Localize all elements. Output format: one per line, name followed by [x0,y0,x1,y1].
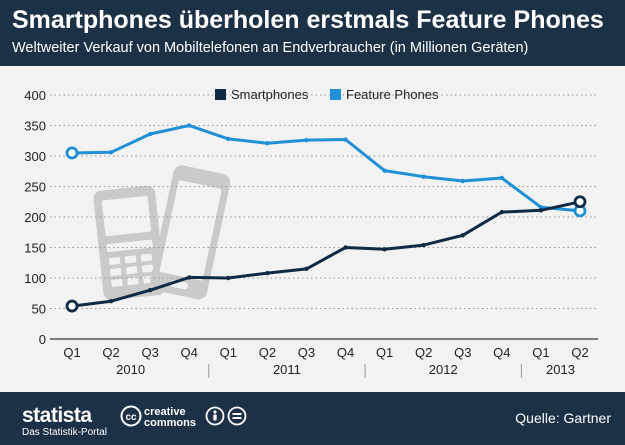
x-tick-label: Q4 [181,345,198,360]
x-tick-label: Q2 [415,345,432,360]
header-bar: Smartphones überholen erstmals Feature P… [0,0,625,66]
data-point-feature-phones [499,175,505,181]
x-tick-label: Q3 [141,345,158,360]
data-point-smartphones [573,195,587,209]
series-line-smartphones [71,200,581,308]
statista-logo[interactable]: statista [22,404,92,427]
data-point-feature-phones [304,137,309,143]
data-point-feature-phones [147,131,153,137]
x-tick-label: Q2 [102,345,119,360]
feature-phone-icon [93,185,166,301]
data-point-smartphones [265,270,270,276]
data-point-feature-phones [343,137,348,142]
data-point-feature-phones [187,123,192,128]
data-point-feature-phones [108,150,114,155]
phones-illustration [93,165,231,301]
data-point-smartphones [382,247,387,252]
x-tick-label: Q1 [63,345,80,360]
y-tick-label: 50 [32,302,46,317]
y-tick-label: 150 [24,241,46,256]
data-point-smartphones [108,298,114,304]
y-tick-label: 300 [24,149,46,164]
footer-bar: statista Das Statistik-Portal cc creativ… [0,392,625,445]
attribution-icon [205,406,225,426]
year-label: 2013 [546,362,575,377]
legend: Smartphones Feature Phones [215,87,439,102]
x-tick-label: Q4 [493,345,510,360]
data-point-smartphones [343,245,348,250]
year-label: 2011 [273,362,301,377]
svg-text:cc: cc [125,412,137,423]
data-point-smartphones [65,299,79,313]
smartphone-icon [150,165,231,300]
creative-commons-icon[interactable]: cc creative commons [120,404,260,430]
data-point-smartphones [460,233,465,238]
data-point-smartphones [421,242,426,248]
source-note: Quelle: Gartner [515,410,611,426]
y-tick-label: 200 [24,210,46,225]
y-tick-label: 0 [39,332,46,347]
data-point-smartphones [304,266,309,272]
data-point-smartphones [499,209,505,215]
data-point-smartphones [538,208,544,213]
data-point-smartphones [147,288,153,293]
series-line-feature-phones [71,124,581,213]
brand-tagline: Das Statistik-Portal [22,427,108,438]
cc-text-commons: commons [144,417,196,429]
y-tick-label: 400 [24,88,46,103]
data-point-feature-phones [382,168,387,173]
x-tick-label: Q4 [337,345,354,360]
x-tick-label: Q1 [220,345,237,360]
year-label: 2012 [429,362,458,377]
no-derivatives-icon [227,406,247,426]
legend-label: Feature Phones [346,87,439,102]
data-point-feature-phones [538,205,544,210]
x-tick-label: Q2 [571,345,588,360]
x-tick-label: Q1 [376,345,393,360]
y-tick-label: 350 [24,119,46,134]
data-point-feature-phones [226,136,231,142]
chart-title: Smartphones überholen erstmals Feature P… [12,6,604,34]
cc-text-creative: creative [144,406,186,418]
data-point-smartphones [226,275,231,281]
x-tick-label: Q3 [298,345,315,360]
data-point-feature-phones [460,178,465,184]
year-label: 2010 [116,362,145,377]
y-tick-label: 100 [24,271,46,286]
data-point-feature-phones [65,146,79,160]
chart-subtitle: Weltweiter Verkauf von Mobiltelefonen an… [12,40,529,56]
data-point-smartphones [187,275,192,280]
legend-swatch [215,89,226,100]
x-tick-label: Q1 [532,345,549,360]
legend-label: Smartphones [231,87,309,102]
x-tick-label: Q2 [259,345,276,360]
x-tick-label: Q3 [454,345,471,360]
legend-swatch [330,89,341,100]
data-point-feature-phones [421,174,426,179]
data-point-feature-phones [265,140,270,146]
y-tick-label: 250 [24,180,46,195]
line-chart: 0 50 100 150 200 250 300 350 400 Q1 Q2 Q3 Q4 Q1 Q2 Q3 Q… [24,87,598,378]
